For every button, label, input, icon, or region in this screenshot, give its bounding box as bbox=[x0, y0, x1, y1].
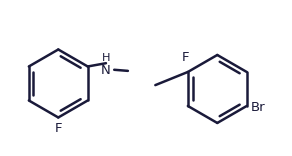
Text: Br: Br bbox=[251, 101, 266, 114]
Text: F: F bbox=[55, 122, 62, 135]
Text: F: F bbox=[181, 51, 189, 64]
Text: H: H bbox=[102, 53, 110, 63]
Text: N: N bbox=[101, 64, 111, 77]
